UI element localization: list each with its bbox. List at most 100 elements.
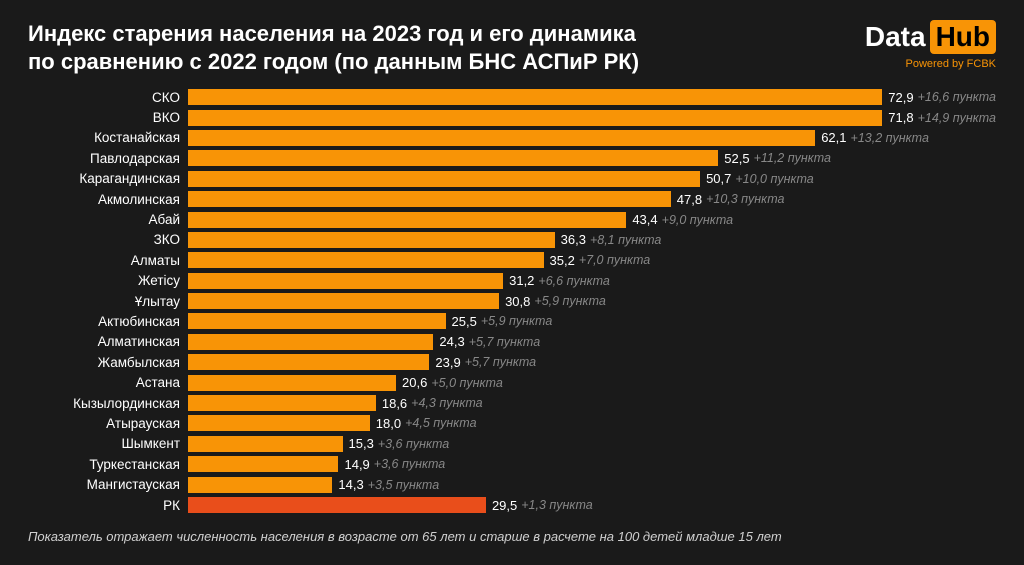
chart-row: ВКО 71,8 +14,9 пункта xyxy=(28,107,996,127)
delta-label: +10,3 пункта xyxy=(706,192,784,206)
row-label: Павлодарская xyxy=(28,151,188,166)
powered-by: Powered by FCBK xyxy=(865,58,996,70)
row-label: СКО xyxy=(28,90,188,105)
row-label: Жетісу xyxy=(28,273,188,288)
delta-label: +3,6 пункта xyxy=(374,457,445,471)
value-label: 18,0 xyxy=(376,416,401,431)
bar xyxy=(188,375,396,391)
bar xyxy=(188,252,544,268)
chart-row: Карагандинская50,7+10,0 пункта xyxy=(28,169,996,189)
bar xyxy=(188,89,882,105)
bar xyxy=(188,191,671,207)
bar-cell: 62,1 +13,2 пункта xyxy=(188,130,996,146)
value-label: 71,8 xyxy=(888,110,913,125)
value-label: 43,4 xyxy=(632,212,657,227)
chart-title: Индекс старения населения на 2023 год и … xyxy=(28,20,639,75)
bar xyxy=(188,110,882,126)
chart-row: Акмолинская 47,8 +10,3 пункта xyxy=(28,189,996,209)
chart-row: Костанайская 62,1 +13,2 пункта xyxy=(28,128,996,148)
title-line-2: по сравнению с 2022 годом (по данным БНС… xyxy=(28,48,639,76)
delta-label: +11,2 пункта xyxy=(754,151,831,165)
header: Индекс старения населения на 2023 год и … xyxy=(28,20,996,75)
delta-label: +9,0 пункта xyxy=(662,213,733,227)
delta-label: +13,2 пункта xyxy=(851,131,929,145)
bar xyxy=(188,354,429,370)
logo-text-left: Data xyxy=(865,21,926,53)
delta-label: +1,3 пункта xyxy=(521,498,592,512)
row-label: Жамбылская xyxy=(28,355,188,370)
bar xyxy=(188,477,332,493)
chart-row: Жетісу 31,2 +6,6 пункта xyxy=(28,271,996,291)
chart-row: РК29,5+1,3 пункта xyxy=(28,495,996,515)
chart-row: Атырауская18,0+4,5 пункта xyxy=(28,413,996,433)
value-label: 47,8 xyxy=(677,192,702,207)
value-label: 14,3 xyxy=(338,477,363,492)
bar-cell: 20,6 +5,0 пункта xyxy=(188,375,996,391)
row-label: РК xyxy=(28,498,188,513)
bar-cell: 72,9+16,6 пункта xyxy=(188,89,996,105)
chart-row: Алматинская24,3+5,7 пункта xyxy=(28,332,996,352)
chart-row: Астана 20,6 +5,0 пункта xyxy=(28,372,996,392)
bar-cell: 15,3+3,6 пункта xyxy=(188,436,996,452)
row-label: ВКО xyxy=(28,110,188,125)
bar xyxy=(188,395,376,411)
bar-cell: 71,8 +14,9 пункта xyxy=(188,110,996,126)
row-label: Туркестанская xyxy=(28,457,188,472)
bar-cell: 43,4 +9,0 пункта xyxy=(188,212,996,228)
bar xyxy=(188,150,718,166)
delta-label: +5,9 пункта xyxy=(534,294,605,308)
bar-cell: 31,2 +6,6 пункта xyxy=(188,273,996,289)
bar-cell: 25,5+5,9 пункта xyxy=(188,313,996,329)
value-label: 62,1 xyxy=(821,130,846,145)
delta-label: +6,6 пункта xyxy=(538,274,609,288)
bar-cell: 47,8 +10,3 пункта xyxy=(188,191,996,207)
delta-label: +5,7 пункта xyxy=(469,335,540,349)
value-label: 30,8 xyxy=(505,294,530,309)
bar-cell: 30,8 +5,9 пункта xyxy=(188,293,996,309)
bar-cell: 35,2+7,0 пункта xyxy=(188,252,996,268)
value-label: 52,5 xyxy=(724,151,749,166)
row-label: Акмолинская xyxy=(28,192,188,207)
chart-row: СКО72,9+16,6 пункта xyxy=(28,87,996,107)
row-label: Астана xyxy=(28,375,188,390)
chart-row: Туркестанская14,9+3,6 пункта xyxy=(28,454,996,474)
chart-row: ЗКО36,3+8,1 пункта xyxy=(28,230,996,250)
chart-row: Шымкент15,3+3,6 пункта xyxy=(28,434,996,454)
value-label: 25,5 xyxy=(452,314,477,329)
logo-text-right: Hub xyxy=(930,20,996,54)
value-label: 31,2 xyxy=(509,273,534,288)
bar-cell: 14,9+3,6 пункта xyxy=(188,456,996,472)
bar-cell: 29,5+1,3 пункта xyxy=(188,497,996,513)
chart-row: Алматы35,2+7,0 пункта xyxy=(28,250,996,270)
row-label: ЗКО xyxy=(28,232,188,247)
row-label: Алматинская xyxy=(28,334,188,349)
bar xyxy=(188,171,700,187)
delta-label: +4,3 пункта xyxy=(411,396,482,410)
delta-label: +14,9 пункта xyxy=(918,111,996,125)
value-label: 20,6 xyxy=(402,375,427,390)
delta-label: +5,7 пункта xyxy=(465,355,536,369)
bar xyxy=(188,415,370,431)
bar xyxy=(188,273,503,289)
delta-label: +5,0 пункта xyxy=(431,376,502,390)
bar-cell: 52,5 +11,2 пункта xyxy=(188,150,996,166)
delta-label: +7,0 пункта xyxy=(579,253,650,267)
bar xyxy=(188,313,446,329)
row-label: Атырауская xyxy=(28,416,188,431)
bar xyxy=(188,293,499,309)
title-line-1: Индекс старения населения на 2023 год и … xyxy=(28,20,639,48)
value-label: 15,3 xyxy=(349,436,374,451)
row-label: Шымкент xyxy=(28,436,188,451)
row-label: Ұлытау xyxy=(28,294,188,309)
row-label: Костанайская xyxy=(28,130,188,145)
bar xyxy=(188,456,338,472)
bar-cell: 36,3+8,1 пункта xyxy=(188,232,996,248)
chart-row: Актюбинская25,5+5,9 пункта xyxy=(28,311,996,331)
bar xyxy=(188,232,555,248)
row-label: Алматы xyxy=(28,253,188,268)
chart-row: Мангистауская14,3+3,5 пункта xyxy=(28,474,996,494)
footnote: Показатель отражает численность населени… xyxy=(28,529,996,544)
bar xyxy=(188,334,433,350)
bar xyxy=(188,130,815,146)
bar xyxy=(188,436,343,452)
